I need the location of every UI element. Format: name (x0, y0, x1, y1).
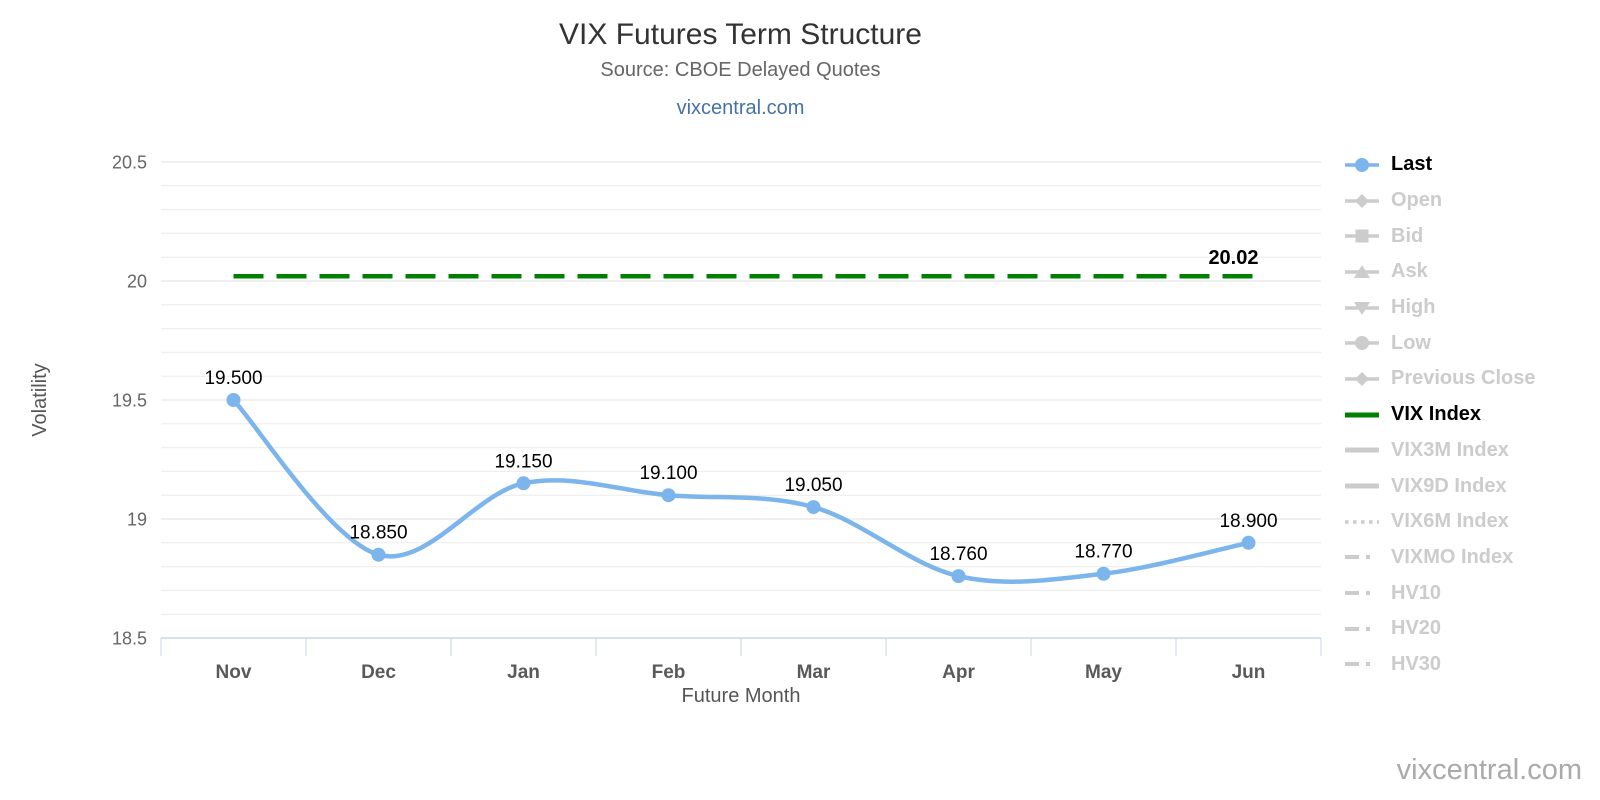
vix-index-line: 20.02 (233, 247, 1259, 279)
solid-line-icon (1345, 412, 1379, 418)
y-tick-label: 19 (127, 510, 147, 530)
data-point-label: 18.770 (1074, 542, 1132, 563)
data-point-label: 19.500 (204, 368, 262, 389)
legend-item-hv10[interactable]: HV10 (1343, 575, 1536, 611)
diamond-marker-icon (1345, 193, 1379, 208)
gridlines (161, 161, 1321, 615)
x-tick-label: Mar (797, 662, 831, 683)
legend-label: Open (1391, 189, 1443, 212)
x-axis (160, 637, 1322, 656)
y-tick-label: 18.5 (112, 629, 147, 649)
y-axis-labels: 18.5 19 19.5 20 20.5 (112, 153, 147, 649)
legend-label: VIX3M Index (1391, 438, 1509, 461)
series-last: 19.500 18.850 19.150 19.100 19.050 18.760 18.7… (204, 368, 1278, 584)
data-point-marker[interactable] (951, 569, 966, 584)
legend-label: VIX Index (1391, 403, 1482, 426)
legend-item-vixmo-index[interactable]: VIXMO Index (1343, 540, 1536, 576)
legend-item-hv30[interactable]: HV30 (1343, 647, 1536, 683)
x-tick-label: Jun (1232, 662, 1266, 683)
legend-item-low[interactable]: Low (1343, 325, 1536, 361)
diamond-marker-icon (1345, 371, 1379, 386)
dash-dot-line-icon (1345, 662, 1379, 667)
y-tick-label: 20.5 (112, 153, 147, 173)
dash-dot-line-icon (1345, 555, 1379, 560)
legend: Last Open Bid Ask High Low Previous Close VIX I… (1343, 147, 1536, 682)
data-point-marker[interactable] (371, 547, 386, 562)
square-marker-icon (1345, 229, 1379, 243)
data-point-marker[interactable] (661, 488, 676, 503)
legend-item-high[interactable]: High (1343, 290, 1536, 326)
vix-index-value-label: 20.02 (1208, 247, 1258, 269)
x-tick-label: Jan (507, 662, 540, 683)
legend-item-previous-close[interactable]: Previous Close (1343, 361, 1536, 397)
chart-header: VIX Futures Term Structure Source: CBOE … (0, 0, 1481, 120)
chart-title: VIX Futures Term Structure (559, 18, 922, 51)
x-tick-label: May (1085, 662, 1122, 683)
legend-item-vix9d-index[interactable]: VIX9D Index (1343, 468, 1536, 504)
chart-subtitle: Source: CBOE Delayed Quotes (600, 59, 881, 81)
data-point-marker[interactable] (1096, 566, 1111, 581)
data-point-label: 18.900 (1219, 511, 1277, 532)
y-tick-label: 20 (127, 272, 147, 292)
data-point-label: 18.850 (349, 523, 407, 544)
legend-item-bid[interactable]: Bid (1343, 218, 1536, 254)
data-point-marker[interactable] (226, 393, 241, 407)
circle-marker-icon (1345, 336, 1379, 351)
data-point-label: 19.050 (784, 475, 842, 496)
solid-line-icon (1345, 483, 1379, 489)
legend-item-hv20[interactable]: HV20 (1343, 611, 1536, 647)
legend-label: Low (1391, 331, 1431, 354)
legend-label: HV10 (1391, 581, 1442, 604)
x-tick-label: Feb (652, 662, 686, 683)
vixcentral-link[interactable]: vixcentral.com (676, 97, 805, 119)
dash-dot-line-icon (1345, 626, 1379, 631)
x-tick-label: Apr (942, 662, 975, 683)
data-point-label: 19.100 (639, 463, 697, 484)
legend-label: Bid (1391, 224, 1424, 247)
legend-label: Ask (1391, 260, 1428, 283)
data-point-marker[interactable] (516, 476, 531, 491)
x-axis-title: Future Month (682, 685, 801, 707)
data-point-label: 18.760 (929, 544, 987, 565)
x-tick-label: Nov (216, 662, 252, 683)
solid-line-icon (1345, 447, 1379, 453)
legend-item-ask[interactable]: Ask (1343, 254, 1536, 290)
circle-marker-icon (1345, 157, 1379, 172)
legend-label: High (1391, 296, 1436, 319)
legend-label: Previous Close (1391, 367, 1536, 390)
legend-item-last[interactable]: Last (1343, 147, 1536, 183)
dash-dot-line-icon (1345, 591, 1379, 596)
x-axis-labels: Nov Dec Jan Feb Mar Apr May Jun (216, 662, 1266, 683)
x-tick-label: Dec (361, 662, 396, 683)
triangle-down-marker-icon (1345, 301, 1379, 315)
data-point-label: 19.150 (494, 451, 552, 472)
legend-label: HV20 (1391, 617, 1442, 640)
legend-item-vix3m-index[interactable]: VIX3M Index (1343, 433, 1536, 469)
legend-label: VIXMO Index (1391, 545, 1514, 568)
credits-watermark[interactable]: vixcentral.com (1396, 754, 1582, 786)
triangle-up-marker-icon (1345, 264, 1379, 278)
y-axis-title: Volatility (29, 363, 51, 436)
legend-label: HV30 (1391, 652, 1442, 675)
legend-label: VIX6M Index (1391, 510, 1509, 533)
data-point-marker[interactable] (806, 500, 821, 515)
dotted-line-icon (1345, 519, 1379, 524)
legend-item-open[interactable]: Open (1343, 183, 1536, 219)
legend-item-vix6m-index[interactable]: VIX6M Index (1343, 504, 1536, 540)
legend-label: VIX9D Index (1391, 474, 1507, 497)
legend-item-vix-index[interactable]: VIX Index (1343, 397, 1536, 433)
data-point-marker[interactable] (1241, 535, 1256, 550)
y-tick-label: 19.5 (112, 391, 147, 411)
legend-label: Last (1391, 153, 1433, 176)
